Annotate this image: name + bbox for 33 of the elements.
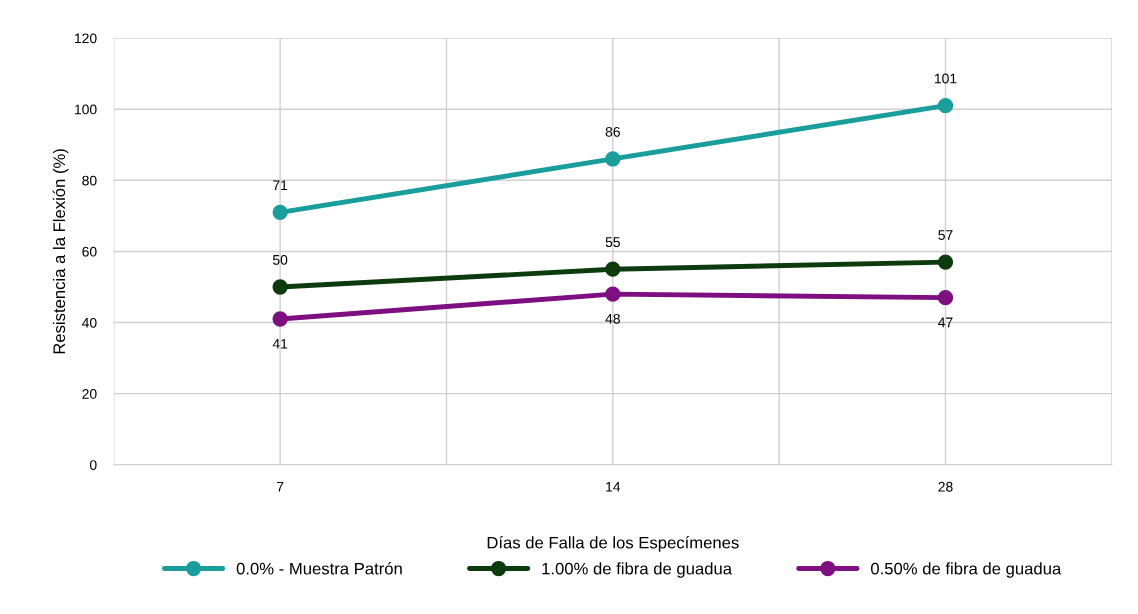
data-label: 57 <box>938 230 953 240</box>
data-label: 41 <box>272 338 288 349</box>
x-tick-label: 7 <box>276 481 284 492</box>
point <box>605 261 621 277</box>
point <box>272 279 288 295</box>
data-label: 47 <box>938 317 953 328</box>
y-tick-label: 100 <box>75 104 97 115</box>
y-axis-title: Resistencia a la Flexión (%) <box>52 149 69 354</box>
x-axis-title: Días de Falla de los Especímenes <box>487 536 739 552</box>
data-label: 48 <box>605 313 620 324</box>
point <box>605 286 621 302</box>
data-label: 50 <box>272 254 288 265</box>
x-tick-label: 14 <box>606 481 621 492</box>
point <box>937 97 954 114</box>
point <box>272 311 288 327</box>
x-tick-label: 28 <box>938 481 953 492</box>
y-tick-label: 0 <box>89 460 97 470</box>
point <box>272 204 288 220</box>
point <box>605 151 621 167</box>
data-label: 55 <box>605 237 620 248</box>
y-tick-label: 120 <box>75 33 97 44</box>
point <box>937 290 954 306</box>
legend-label: 1.00% de fibra de guadua <box>542 562 733 578</box>
y-tick-label: 80 <box>82 175 97 186</box>
y-tick-label: 20 <box>82 389 97 399</box>
legend-label: 0.50% de fibra de guadua <box>871 562 1062 578</box>
legend-label: 0.0% - Muestra Patrón <box>236 562 402 575</box>
data-label: 101 <box>934 73 957 84</box>
point <box>937 254 954 270</box>
y-tick-label: 60 <box>82 246 97 257</box>
y-tick-label: 40 <box>82 317 97 328</box>
data-label: 71 <box>273 180 288 190</box>
data-label: 86 <box>605 126 620 137</box>
